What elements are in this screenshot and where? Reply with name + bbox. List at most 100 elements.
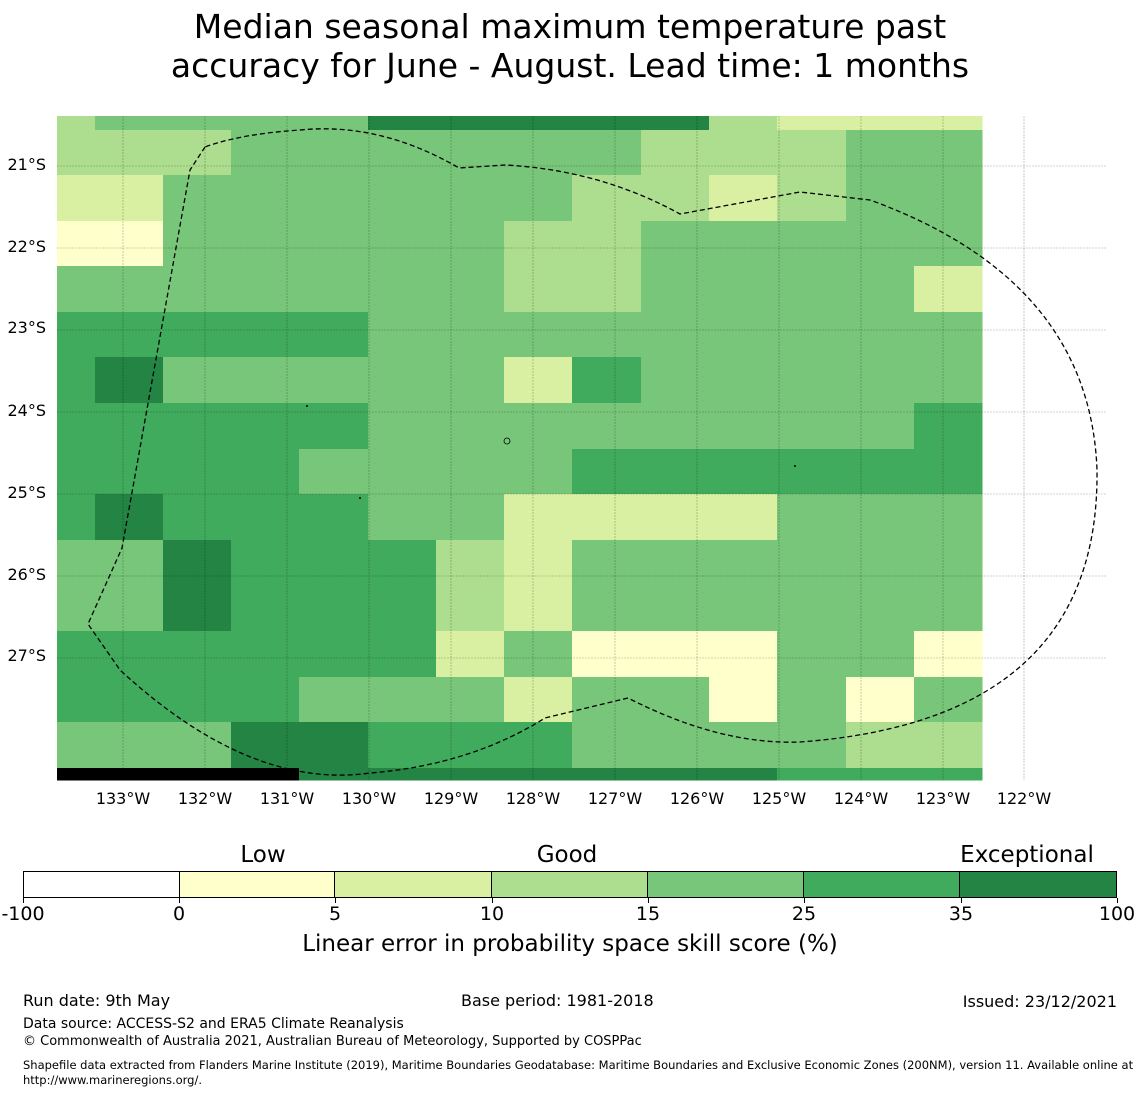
grid-cell (846, 631, 915, 678)
lat-label-26s: 26°S (7, 565, 46, 584)
legend-category-exceptional: Exceptional (960, 842, 1094, 868)
grid-cell (709, 221, 778, 267)
grid-cell (436, 403, 505, 450)
grid-cell (57, 494, 96, 541)
grid-cell (572, 631, 642, 678)
grid-cell (504, 116, 573, 131)
grid-cell (57, 540, 96, 587)
grid-cell (777, 116, 847, 131)
grid-cell (914, 266, 983, 313)
colorbar-tick-label: 15 (635, 903, 661, 925)
grid-cell (231, 312, 300, 358)
grid-cell (368, 130, 437, 176)
grid-cell (231, 403, 300, 450)
grid-cell (504, 221, 573, 267)
grid-cell (504, 449, 573, 495)
grid-cell (777, 312, 847, 358)
grid-cell (914, 586, 983, 632)
grid-cell (436, 540, 505, 587)
grid-cell (504, 175, 573, 222)
grid-cell (641, 722, 710, 769)
grid-cell (299, 677, 369, 723)
grid-cell (641, 677, 710, 723)
grid-cell (95, 403, 164, 450)
grid-cell (572, 116, 642, 131)
grid-cell (95, 130, 164, 176)
run-date: Run date: 9th May (23, 991, 171, 1010)
grid-cell (641, 116, 710, 131)
grid-cell (709, 130, 778, 176)
grid-cell (299, 722, 369, 769)
grid-cell (436, 357, 505, 404)
colorbar-tick-mark (804, 898, 805, 903)
skill-score-map (57, 116, 1106, 781)
grid-cell (163, 722, 232, 769)
grid-cell (914, 403, 983, 450)
lat-label-24s: 24°S (7, 401, 46, 420)
colorbar-segment (647, 872, 804, 897)
grid-cell (231, 768, 300, 781)
grid-cell (641, 175, 710, 222)
grid-cell (504, 403, 573, 450)
grid-cell (641, 631, 710, 678)
colorbar-tick-mark (23, 898, 24, 903)
grid-cell (709, 768, 778, 781)
colorbar-segment (492, 872, 648, 897)
grid-cell (231, 586, 300, 632)
colorbar-segment (960, 872, 1117, 897)
grid-cell (914, 175, 983, 222)
colorbar-tick-mark (648, 898, 649, 903)
grid-cell (57, 130, 96, 176)
grid-cell (57, 586, 96, 632)
colorbar-segment (335, 872, 493, 897)
grid-cell (436, 130, 505, 176)
grid-cell (436, 586, 505, 632)
grid-cell (95, 722, 164, 769)
grid-cell (914, 677, 983, 723)
grid-cell (709, 540, 778, 587)
colorbar-tick-mark (1117, 898, 1118, 903)
colorbar-tick-mark (179, 898, 180, 903)
grid-cell (299, 403, 369, 450)
grid-cell (436, 768, 505, 781)
grid-cell (299, 768, 369, 781)
grid-cell (846, 586, 915, 632)
grid-cell (368, 403, 437, 450)
grid-cell (368, 175, 437, 222)
grid-cell (231, 540, 300, 587)
grid-cell (163, 130, 232, 176)
grid-cell (57, 116, 96, 131)
grid-cell (641, 586, 710, 632)
grid-cell (231, 449, 300, 495)
colorbar-tick-label: 25 (791, 903, 817, 925)
grid-cell (57, 768, 96, 781)
lat-label-27s: 27°S (7, 646, 46, 665)
colorbar (23, 871, 1117, 898)
grid-cell (572, 768, 642, 781)
colorbar-tick-label: 0 (172, 903, 186, 925)
colorbar-segment (803, 872, 961, 897)
grid-cell (368, 540, 437, 587)
copyright: © Commonwealth of Australia 2021, Austra… (23, 1034, 642, 1049)
grid-cell (504, 722, 573, 769)
lat-label-23s: 23°S (7, 318, 46, 337)
lat-label-25s: 25°S (7, 483, 46, 502)
grid-cell (368, 221, 437, 267)
grid-cell (777, 768, 847, 781)
grid-cell (846, 130, 915, 176)
lon-label-130w: 130°W (341, 789, 397, 808)
grid-cell (777, 677, 847, 723)
grid-cell (57, 677, 96, 723)
grid-cell (846, 312, 915, 358)
grid-cell (572, 130, 642, 176)
grid-cell (95, 175, 164, 222)
grid-cell (641, 130, 710, 176)
grid-cell (57, 449, 96, 495)
grid-cell (846, 722, 915, 769)
grid-cell (846, 494, 915, 541)
grid-cell (846, 403, 915, 450)
grid-cell (846, 116, 915, 131)
lon-label-123w: 123°W (915, 789, 971, 808)
grid-cell (436, 677, 505, 723)
grid-cell (95, 116, 164, 131)
